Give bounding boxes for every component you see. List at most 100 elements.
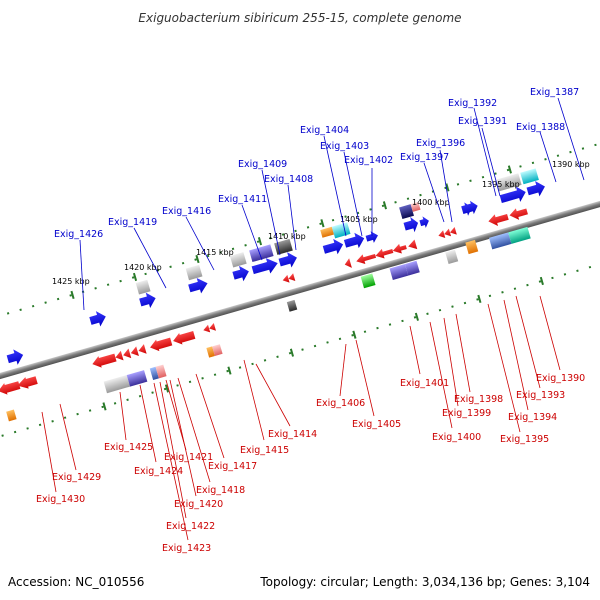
kbp-label: 1395 kbp — [482, 180, 520, 189]
genome-backbone — [0, 193, 600, 387]
gene-label-exig-1390: Exig_1390 — [536, 373, 585, 384]
gene-label-exig-1396: Exig_1396 — [416, 138, 465, 149]
kbp-label: 1420 kbp — [124, 263, 162, 272]
gene-box — [135, 279, 151, 295]
gene-leader-line — [481, 127, 501, 197]
gene-arrow — [123, 348, 132, 359]
gene-leader-line — [355, 339, 375, 417]
kbp-label: 1425 kbp — [52, 277, 90, 286]
gene-arrow — [419, 216, 429, 228]
gene-label-exig-1411: Exig_1411 — [218, 194, 267, 205]
gene-arrow — [188, 278, 208, 294]
gene-arrow — [89, 311, 106, 327]
gene-leader-line — [455, 313, 471, 393]
gene-label-exig-1420: Exig_1420 — [174, 499, 223, 510]
reverse-gene-labels: Exig_1430 Exig_1429 Exig_1425 Exig_1424 … — [36, 295, 585, 554]
gene-label-exig-1403: Exig_1403 — [320, 141, 369, 152]
gene-label-exig-1429: Exig_1429 — [52, 472, 101, 483]
gene-label-exig-1391: Exig_1391 — [458, 116, 507, 127]
gene-arrow — [322, 238, 344, 255]
gene-box — [286, 299, 298, 312]
gene-leader-line — [243, 359, 265, 441]
gene-arrow — [115, 350, 124, 361]
gene-leader-line — [177, 377, 211, 483]
gene-leader-line — [339, 343, 347, 397]
gene-box — [404, 260, 420, 276]
kbp-label: 1415 kbp — [196, 248, 234, 257]
gene-label-exig-1416: Exig_1416 — [162, 206, 211, 217]
gene-leader-line — [59, 403, 77, 471]
gene-label-exig-1423: Exig_1423 — [162, 543, 211, 554]
gene-box — [229, 252, 247, 268]
gene-arrow — [0, 381, 21, 395]
kbp-tick — [132, 272, 138, 282]
gene-label-exig-1392: Exig_1392 — [448, 98, 497, 109]
kbp-tick — [382, 201, 388, 210]
gene-arrow — [438, 230, 446, 238]
gene-arrow — [203, 324, 211, 333]
forward-genes — [6, 168, 545, 365]
gene-leader-line — [153, 382, 189, 541]
gene-arrow — [466, 200, 478, 215]
gene-arrow — [408, 239, 418, 250]
gene-box — [488, 232, 512, 250]
gene-label-exig-1409: Exig_1409 — [238, 159, 287, 170]
accession-text: Accession: NC_010556 — [8, 575, 144, 589]
gene-label-exig-1422: Exig_1422 — [166, 521, 215, 532]
genome-diagram — [0, 139, 600, 441]
gene-box — [185, 264, 203, 281]
kbp-tick — [539, 276, 544, 286]
gene-label-exig-1421: Exig_1421 — [164, 452, 213, 463]
gene-label-exig-1387: Exig_1387 — [530, 87, 579, 98]
gene-arrow — [509, 208, 528, 220]
gene-label-exig-1417: Exig_1417 — [208, 461, 257, 472]
gene-leader-line — [133, 227, 167, 289]
gene-label-exig-1415: Exig_1415 — [240, 445, 289, 456]
gene-box — [155, 364, 167, 379]
gene-box — [249, 244, 274, 263]
gene-box — [360, 273, 376, 289]
gene-arrow — [6, 349, 24, 365]
gene-leader-line — [409, 325, 421, 375]
gene-box — [389, 264, 409, 281]
gene-label-exig-1393: Exig_1393 — [516, 390, 565, 401]
gene-box — [206, 346, 215, 358]
gene-box — [212, 344, 223, 357]
gene-arrow — [92, 353, 117, 368]
gene-label-exig-1426: Exig_1426 — [54, 229, 103, 240]
kbp-tick — [164, 384, 170, 393]
gene-box — [149, 366, 159, 380]
map-title: Exiguobacterium sibiricum 255-15, comple… — [138, 11, 461, 25]
kbp-label: 1390 kbp — [552, 160, 590, 169]
genome-summary-text: Topology: circular; Length: 3,034,136 bp… — [259, 575, 590, 589]
gene-label-exig-1398: Exig_1398 — [454, 394, 503, 405]
kbp-tick — [414, 312, 419, 321]
forward-gene-labels: Exig_1426 Exig_1419 Exig_1416 Exig_1411 … — [54, 87, 585, 311]
gene-leader-line — [439, 149, 453, 223]
kbp-tick — [352, 330, 357, 339]
gene-label-exig-1395: Exig_1395 — [500, 434, 549, 445]
gene-label-exig-1405: Exig_1405 — [352, 419, 401, 430]
gene-leader-line — [423, 162, 445, 223]
gene-leader-line — [41, 411, 57, 493]
gene-leader-line — [79, 239, 85, 311]
gene-box — [6, 409, 17, 422]
gene-arrow — [130, 346, 139, 356]
gene-leader-line — [557, 97, 585, 181]
gene-arrow — [139, 292, 156, 308]
gene-arrow — [344, 258, 352, 268]
kbp-tick — [102, 402, 107, 411]
gene-label-exig-1406: Exig_1406 — [316, 398, 365, 409]
kbp-tick — [70, 290, 75, 300]
gene-label-exig-1418: Exig_1418 — [196, 485, 245, 496]
gene-box — [320, 226, 335, 238]
gene-box — [126, 370, 148, 387]
gene-leader-line — [487, 303, 521, 433]
gene-label-exig-1414: Exig_1414 — [268, 429, 317, 440]
kbp-tick — [257, 237, 263, 246]
gene-arrow — [288, 273, 296, 281]
gene-leader-line — [159, 381, 187, 519]
gene-label-exig-1388: Exig_1388 — [516, 122, 565, 133]
gene-leader-line — [429, 321, 453, 429]
